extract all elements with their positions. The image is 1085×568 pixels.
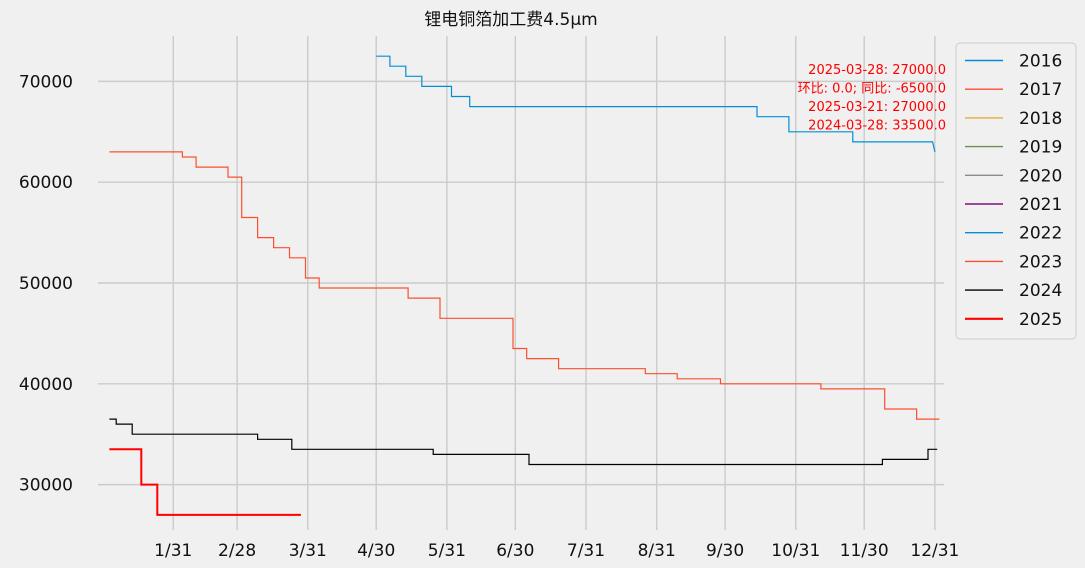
- x-tick-label: 1/31: [154, 541, 192, 561]
- x-tick-label: 3/31: [289, 541, 327, 561]
- legend-label-2023: 2023: [1019, 252, 1062, 272]
- axes: 1/31 2/28 3/31 4/30 5/31 6/30 7/31 8/31 9/30 10/3…: [19, 72, 959, 561]
- legend-label-2022: 2022: [1019, 224, 1062, 244]
- y-tick-label: 70000: [19, 72, 73, 92]
- legend-label-2016: 2016: [1019, 52, 1062, 72]
- series-line-2023: [109, 151, 940, 420]
- legend-label-2017: 2017: [1019, 80, 1062, 100]
- annotation-line: 2025-03-21: 27000.0: [808, 100, 946, 115]
- x-tick-label: 11/30: [840, 541, 889, 561]
- plot-area: [109, 55, 940, 516]
- chart-title: 锂电铜箔加工费4.5μm: [424, 10, 597, 30]
- series-line-2022: [376, 55, 936, 153]
- x-tick-label: 10/31: [771, 541, 820, 561]
- annotation-line: 2025-03-28: 27000.0: [808, 63, 946, 78]
- legend-label-2020: 2020: [1019, 166, 1062, 186]
- x-tick-label: 4/30: [357, 541, 395, 561]
- x-tick-label: 9/30: [706, 541, 744, 561]
- legend-label-2021: 2021: [1019, 195, 1062, 215]
- x-tick-label: 7/31: [567, 541, 605, 561]
- annotation-line: 环比: 0.0; 同比: -6500.0: [798, 82, 946, 97]
- annotation-line: 2024-03-28: 33500.0: [808, 119, 946, 134]
- x-tick-label: 6/30: [496, 541, 534, 561]
- y-tick-label: 60000: [19, 173, 73, 193]
- legend-label-2019: 2019: [1019, 138, 1062, 158]
- y-tick-label: 30000: [19, 476, 73, 496]
- x-tick-label: 5/31: [428, 541, 466, 561]
- series-line-2025: [109, 448, 301, 516]
- y-tick-label: 50000: [19, 274, 73, 294]
- legend-label-2025: 2025: [1019, 310, 1062, 330]
- x-tick-label: 12/31: [910, 541, 959, 561]
- x-tick-label: 2/28: [218, 541, 256, 561]
- series-line-2024: [109, 418, 938, 466]
- x-tick-label: 8/31: [638, 541, 676, 561]
- legend-label-2024: 2024: [1019, 281, 1062, 301]
- legend-frame: [955, 42, 1077, 340]
- annotations: 2025-03-28: 27000.0 环比: 0.0; 同比: -6500.0 2…: [798, 63, 946, 134]
- y-tick-label: 40000: [19, 375, 73, 395]
- legend: 2016 2017 2018 2019 2020 2021 2022 2023 2024 2025: [955, 42, 1077, 340]
- legend-label-2018: 2018: [1019, 109, 1062, 129]
